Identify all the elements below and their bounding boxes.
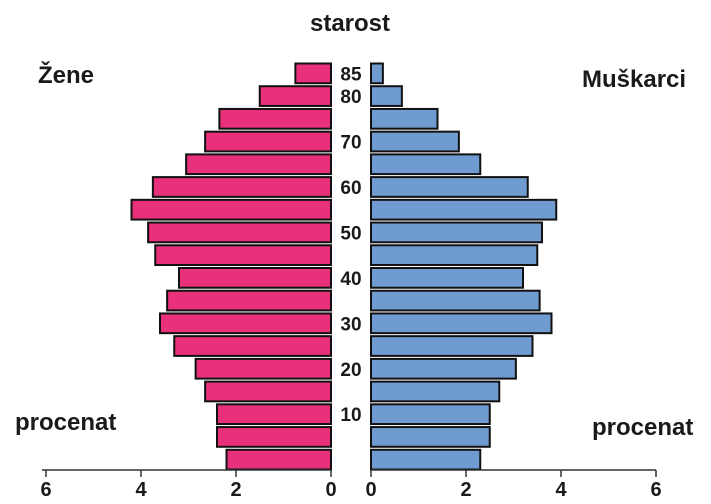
men-bar bbox=[370, 289, 541, 312]
men-bar bbox=[370, 267, 524, 289]
men-bar bbox=[370, 403, 491, 426]
men-bar bbox=[370, 448, 482, 471]
men-bar bbox=[370, 62, 384, 85]
age-tick-label: 80 bbox=[340, 87, 361, 108]
women-bar bbox=[204, 130, 332, 153]
women-bar bbox=[294, 62, 332, 85]
women-bars bbox=[130, 62, 332, 471]
x-tick-right-label: 2 bbox=[460, 479, 471, 501]
men-bar bbox=[370, 176, 529, 198]
x-tick-left-label: 2 bbox=[230, 479, 241, 501]
men-bar bbox=[370, 153, 482, 176]
women-bar bbox=[258, 85, 332, 107]
right-series-label: Muškarci bbox=[582, 66, 686, 93]
men-bar bbox=[370, 426, 491, 448]
chart-title: starost bbox=[310, 10, 390, 37]
age-tick-label: 40 bbox=[340, 269, 361, 290]
right-x-axis-label: procenat bbox=[592, 414, 693, 441]
x-tick-left-label: 6 bbox=[40, 479, 51, 501]
women-bar bbox=[147, 221, 332, 244]
age-tick-label: 30 bbox=[340, 314, 361, 335]
women-bar bbox=[204, 380, 332, 403]
men-bars bbox=[370, 62, 558, 471]
x-tick-right-label: 0 bbox=[365, 479, 376, 501]
women-bar bbox=[185, 153, 332, 176]
x-tick-right-label: 4 bbox=[555, 479, 567, 501]
age-tick-label: 70 bbox=[340, 133, 361, 154]
age-tick-label: 50 bbox=[340, 223, 361, 244]
men-bar bbox=[370, 198, 558, 221]
men-bar bbox=[370, 85, 403, 107]
women-bar bbox=[216, 426, 332, 448]
men-bar bbox=[370, 107, 439, 130]
men-bar bbox=[370, 244, 539, 266]
women-bar bbox=[159, 312, 332, 335]
age-tick-label: 85 bbox=[340, 64, 362, 85]
x-tick-left-label: 4 bbox=[135, 479, 147, 501]
men-bar bbox=[370, 335, 534, 357]
women-bar bbox=[173, 335, 332, 357]
men-bar bbox=[370, 357, 517, 380]
men-bar bbox=[370, 221, 543, 244]
age-tick-label: 20 bbox=[340, 360, 361, 381]
women-bar bbox=[154, 244, 332, 266]
women-bar bbox=[130, 198, 332, 221]
men-bar bbox=[370, 380, 501, 403]
women-bar bbox=[216, 403, 332, 426]
age-tick-label: 60 bbox=[340, 178, 361, 199]
women-bar bbox=[178, 267, 332, 289]
women-bar bbox=[166, 289, 332, 312]
women-bar bbox=[194, 357, 332, 380]
left-x-axis-label: procenat bbox=[15, 409, 116, 436]
age-tick-label: 10 bbox=[340, 405, 361, 426]
women-bar bbox=[218, 107, 332, 130]
women-bar bbox=[225, 448, 332, 471]
x-tick-left-label: 0 bbox=[325, 479, 336, 501]
men-bar bbox=[370, 130, 460, 153]
x-axis-ticks: 6 4 2 0 0 2 4 6 bbox=[40, 470, 662, 501]
women-bar bbox=[151, 176, 332, 198]
x-tick-right-label: 6 bbox=[650, 479, 661, 501]
left-series-label: Žene bbox=[38, 61, 94, 89]
men-bar bbox=[370, 312, 553, 335]
